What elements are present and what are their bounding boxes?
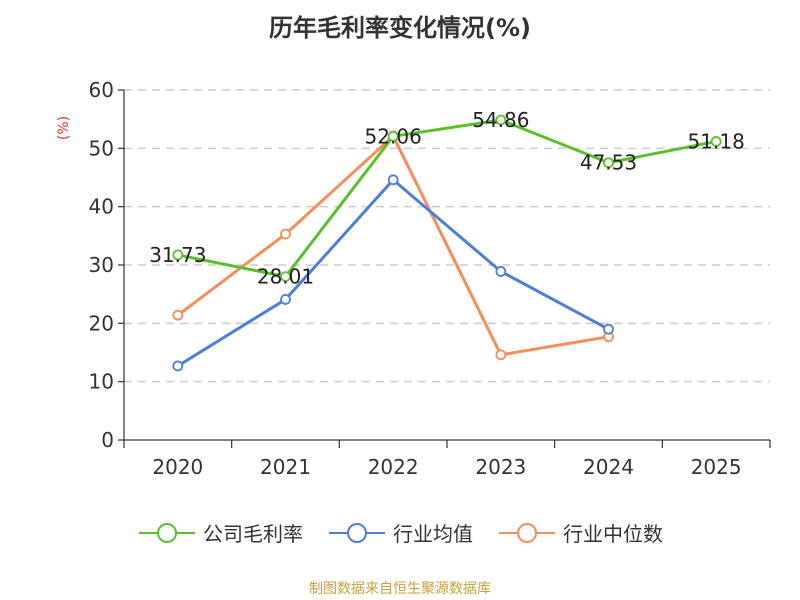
x-tick-label: 2025: [691, 455, 742, 479]
legend-line-circle-icon: [499, 522, 555, 543]
y-tick-label: 30: [89, 253, 114, 277]
data-point: [603, 157, 614, 169]
x-tick-label: 2022: [368, 455, 419, 479]
legend-item-company[interactable]: 公司毛利率: [137, 518, 303, 547]
data-label: 47.53: [580, 151, 637, 175]
data-point: [495, 349, 507, 361]
data-label-layer: 31.73 28.01 52.06 54.86 47.53 51.18: [149, 108, 745, 289]
legend-circle: [157, 522, 177, 543]
series-line: [177, 178, 610, 368]
y-axis-unit-label: (%): [56, 116, 72, 140]
y-tick-label: 0: [101, 428, 114, 452]
x-tick-label: 2021: [260, 455, 311, 479]
data-label: 28.01: [257, 265, 314, 289]
data-point: [710, 136, 722, 147]
legend: 公司毛利率 行业均值 行业中位数: [0, 518, 800, 547]
data-point: [387, 174, 399, 186]
y-tick-label: 20: [89, 311, 114, 335]
legend-label: 行业均值: [393, 522, 473, 546]
data-point: [495, 266, 507, 277]
data-point: [172, 249, 184, 261]
legend-label: 行业中位数: [563, 522, 663, 546]
data-label: 51.18: [688, 129, 745, 153]
data-point: [280, 228, 291, 240]
data-point: [280, 271, 291, 283]
data-label: 31.73: [149, 243, 206, 267]
x-tick-label: 2020: [152, 455, 203, 479]
legend-label: 公司毛利率: [203, 522, 303, 546]
chart-title: 历年毛利率变化情况(%): [269, 14, 531, 42]
data-label: 54.86: [472, 108, 529, 132]
series-layer: [172, 114, 722, 372]
series-line: [176, 134, 609, 357]
y-tick-label: 50: [89, 136, 114, 160]
data-label: 52.06: [365, 124, 422, 148]
data-point: [603, 323, 614, 335]
y-tick-label: 60: [89, 78, 114, 102]
legend-circle: [347, 522, 367, 543]
legend-line-circle-icon: [139, 522, 195, 543]
data-point: [280, 294, 291, 305]
grid-layer: [124, 89, 770, 383]
axis-layer: 0 10 20 30 40 50 60 (%) 2020 2021 2022 2023 2024 2025: [56, 78, 771, 479]
y-tick-label: 40: [89, 195, 114, 219]
y-tick-label: 10: [89, 370, 114, 394]
data-point: [387, 130, 399, 142]
legend-line-circle-icon: [329, 522, 385, 543]
legend-item-industry-median[interactable]: 行业中位数: [497, 518, 663, 547]
series-line: [177, 118, 717, 279]
x-tick-label: 2024: [583, 455, 634, 479]
legend-item-industry-average[interactable]: 行业均值: [327, 518, 473, 547]
data-point: [172, 360, 184, 372]
data-source-note: 制图数据来自恒生聚源数据库: [309, 581, 491, 597]
x-tick-label: 2023: [475, 455, 526, 479]
legend-circle: [517, 522, 537, 543]
data-point: [495, 114, 507, 126]
data-point: [172, 309, 184, 321]
